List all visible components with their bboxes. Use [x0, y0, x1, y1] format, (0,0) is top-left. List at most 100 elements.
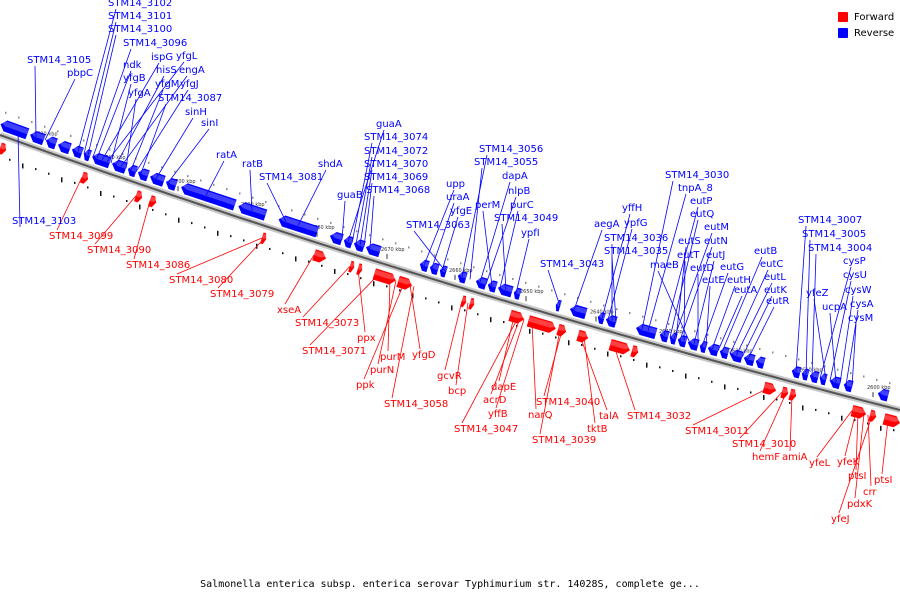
leader-line [759, 393, 787, 452]
leader-line [309, 274, 379, 346]
reverse-gene-label: ucpA [822, 302, 847, 313]
forward-gene-label: dapE [491, 382, 516, 393]
forward-gene-arrow [396, 275, 413, 290]
forward-gene-arrow [630, 345, 639, 358]
grid-dot [555, 336, 557, 339]
forward-gene-label: purN [370, 365, 394, 376]
reverse-gene-label: STM14_3005 [802, 229, 866, 240]
leader-line [205, 160, 225, 196]
reverse-gene-label: STM14_3069 [364, 172, 428, 183]
grid-dot [490, 317, 492, 323]
leader-line [531, 321, 537, 410]
grid-dot [616, 308, 618, 311]
forward-gene-label: STM14_3010 [732, 439, 796, 450]
reverse-gene-label: STM14_3074 [364, 132, 428, 143]
gene-highlight [810, 372, 820, 379]
leader-line [413, 230, 447, 273]
grid-dot [109, 148, 111, 151]
grid-dot [87, 186, 89, 189]
leader-line [501, 223, 507, 291]
reverse-gene-label: STM14_3087 [158, 93, 222, 104]
gene-highlight [476, 278, 488, 285]
forward-gene-label: ptsI [874, 475, 892, 486]
tick-label: 2650 kbp [520, 289, 544, 295]
reverse-gene-label: eutL [764, 272, 786, 283]
leader-line [816, 410, 853, 458]
leader-line [351, 142, 373, 243]
reverse-gene-arrow [475, 276, 488, 290]
grid-dot [165, 213, 167, 216]
reverse-gene-label: STM14_3055 [474, 157, 538, 168]
reverse-gene-label: yfeZ [806, 288, 829, 299]
gene-shape [630, 345, 639, 358]
gene-shape [556, 323, 567, 337]
grid-dot [217, 230, 219, 236]
forward-gene-arrow [556, 323, 567, 337]
grid-dot [386, 285, 388, 288]
reverse-gene-label: STM14_3070 [364, 159, 428, 170]
grid-dot [148, 161, 150, 164]
leader-line [87, 34, 117, 156]
forward-gene-label: STM14_3071 [302, 346, 366, 357]
tick-label: 2630 kbp [659, 329, 683, 335]
gene-shape [45, 136, 58, 150]
leader-line [692, 388, 769, 426]
reverse-gene-label: perM [475, 200, 500, 211]
grid-dot [590, 300, 592, 303]
gene-highlight [0, 143, 7, 150]
leader-line [56, 176, 83, 231]
gene-highlight [688, 339, 700, 346]
gene-highlight [136, 191, 143, 198]
forward-gene-label: STM14_3080 [169, 275, 233, 286]
reverse-gene-label: cysM [848, 313, 873, 324]
leader-line [813, 298, 827, 380]
leader-line [115, 75, 165, 166]
reverse-gene-arrow [707, 343, 720, 357]
grid-dot [70, 134, 72, 137]
reverse-gene-arrow [45, 136, 58, 150]
grid-dot [265, 200, 267, 203]
forward-gene-arrow [0, 142, 7, 155]
tick-label: 2670 kbp [381, 247, 405, 253]
reverse-gene-label: pbpC [67, 68, 93, 79]
forward-gene-arrow [868, 409, 877, 422]
leader-line [543, 330, 563, 397]
leader-line [839, 295, 854, 384]
leader-line [482, 210, 493, 287]
figure-caption: Salmonella enterica subsp. enterica sero… [200, 579, 700, 590]
grid-dot [96, 143, 98, 146]
reverse-gene-label: STM14_3102 [108, 0, 172, 9]
leader-line [675, 246, 687, 340]
gene-highlight [528, 316, 556, 328]
grid-dot [308, 260, 310, 263]
gene-highlight [744, 354, 755, 362]
grid-dot [633, 358, 635, 361]
grid-dot [31, 121, 33, 124]
reverse-gene-label: shdA [318, 159, 343, 170]
gene-shape [348, 260, 355, 273]
gene-shape [829, 376, 842, 390]
gene-shape [278, 215, 320, 238]
reverse-gene-label: ispG [151, 52, 173, 63]
gene-shape [597, 312, 606, 325]
leader-line [495, 319, 525, 409]
forward-gene-label: yfeJ [831, 514, 850, 525]
grid-dot [126, 199, 128, 202]
leader-line [17, 130, 21, 228]
grid-dot [759, 347, 761, 350]
reverse-gene-label: eutC [760, 259, 783, 270]
forward-gene-label: bcp [448, 386, 466, 397]
grid-dot [113, 195, 115, 198]
reverse-gene-label: ratA [216, 150, 237, 161]
grid-dot [763, 394, 765, 400]
gene-highlight [488, 281, 498, 288]
gene-highlight [46, 137, 58, 145]
leader-line [613, 345, 636, 411]
leader-line [34, 65, 37, 137]
gene-shape [791, 366, 802, 379]
forward-gene-label: STM14_3040 [536, 397, 600, 408]
grid-dot [568, 340, 570, 346]
grid-dot [139, 204, 141, 210]
reverse-gene-label: upp [446, 179, 465, 190]
